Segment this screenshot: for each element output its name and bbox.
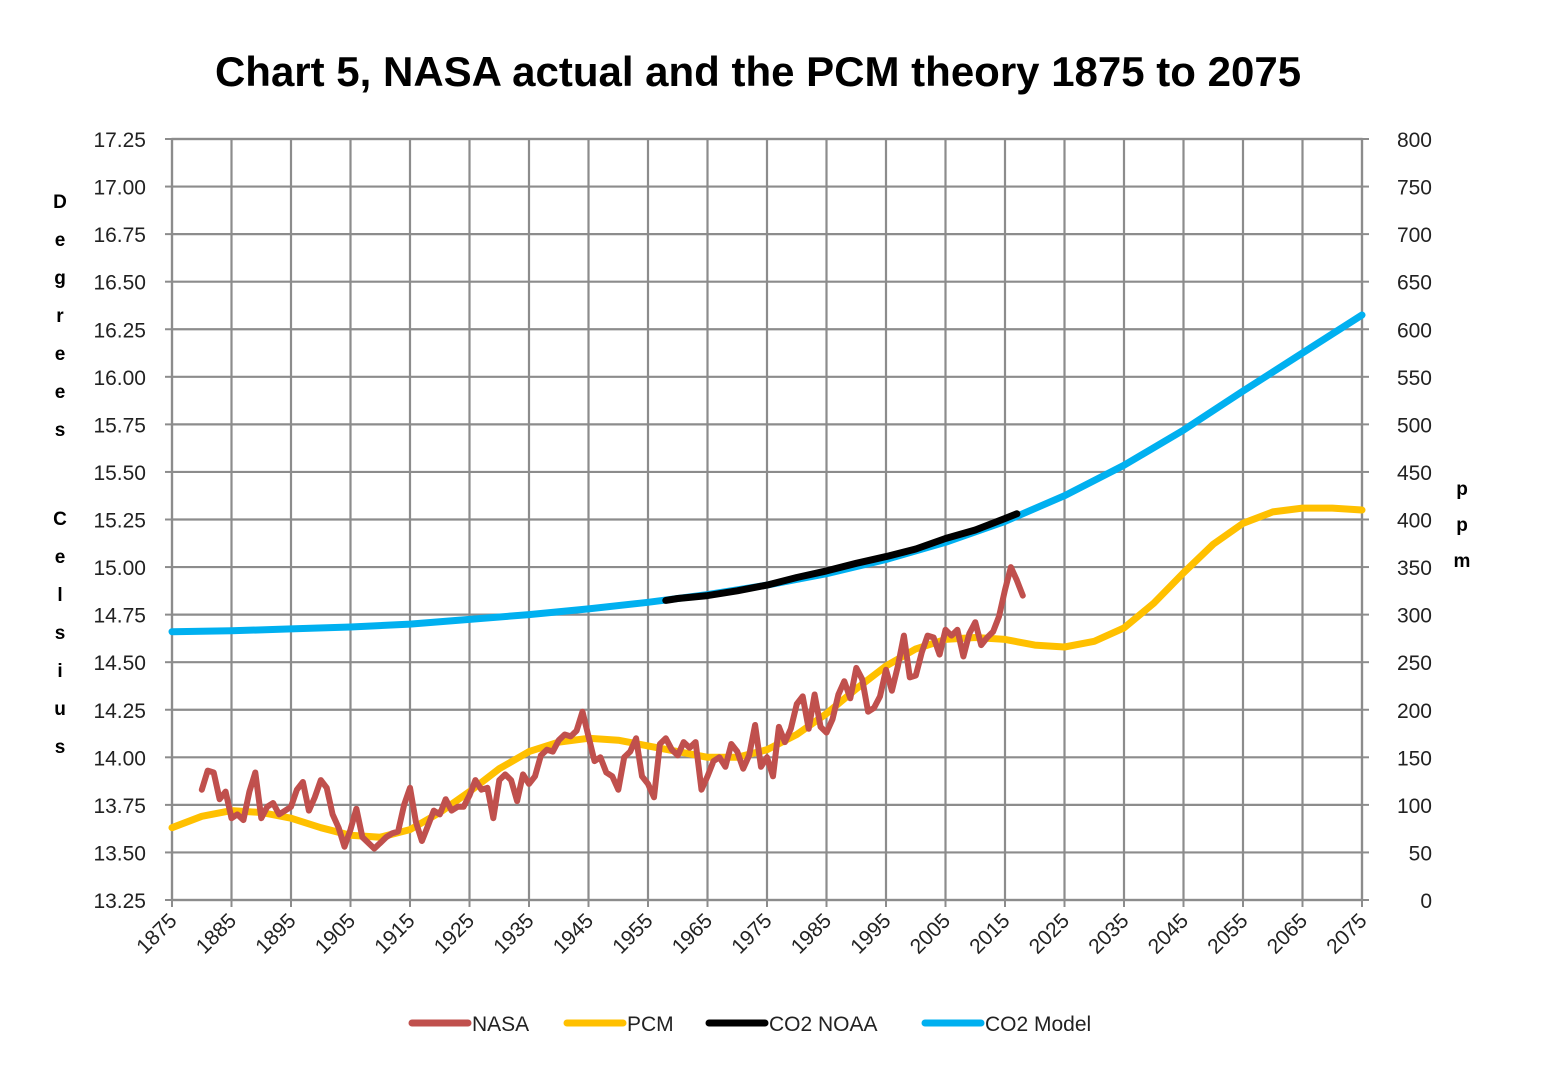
legend-label: PCM — [627, 1013, 674, 1036]
x-tick-label: 1955 — [608, 909, 657, 958]
x-tick-label: 1985 — [787, 909, 836, 958]
series-line-co2-noaa — [662, 510, 1021, 604]
left-tick-label: 15.25 — [93, 510, 146, 533]
left-tick-label: 16.50 — [93, 272, 146, 295]
left-axis-letter: s — [55, 420, 66, 441]
right-tick-label: 450 — [1397, 462, 1432, 485]
left-tick-label: 13.25 — [93, 890, 146, 913]
plot-border — [170, 137, 1364, 902]
x-tick-label: 2015 — [965, 909, 1014, 958]
right-tick-label: 650 — [1397, 272, 1432, 295]
series-layer — [168, 311, 1366, 852]
x-tick-label: 2075 — [1322, 909, 1371, 958]
x-tick-label: 1905 — [311, 909, 360, 958]
right-tick-label: 700 — [1397, 224, 1432, 247]
left-tick-label: 14.50 — [93, 652, 146, 675]
x-tick-label: 1935 — [489, 909, 538, 958]
right-tick-label: 50 — [1409, 842, 1432, 865]
grid — [165, 137, 1369, 907]
legend-label: CO2 NOAA — [769, 1013, 878, 1036]
left-axis-letter: C — [53, 509, 67, 530]
x-tick-label: 1975 — [727, 909, 776, 958]
x-tick-label: 2025 — [1025, 909, 1074, 958]
left-tick-label: 14.25 — [93, 700, 146, 723]
right-tick-label: 0 — [1420, 890, 1432, 913]
right-tick-label: 600 — [1397, 319, 1432, 342]
x-tick-label: 2055 — [1203, 909, 1252, 958]
x-tick-label: 2045 — [1144, 909, 1193, 958]
x-axis-ticks: 1875 1885 1895 1905 1915 1925 1935 1945 1955 1965… — [132, 909, 1371, 958]
right-tick-label: 350 — [1397, 557, 1432, 580]
right-tick-label: 150 — [1397, 747, 1432, 770]
series-line-nasa — [198, 564, 1026, 852]
left-tick-label: 17.00 — [93, 177, 146, 200]
x-tick-label: 1915 — [370, 909, 419, 958]
x-tick-label: 1945 — [549, 909, 598, 958]
left-axis-letter: u — [54, 699, 66, 720]
x-tick-label: 1995 — [846, 909, 895, 958]
left-axis-letter: e — [55, 344, 66, 365]
left-tick-label: 16.00 — [93, 367, 146, 390]
x-tick-label: 1875 — [132, 909, 181, 958]
chart-title: Chart 5, NASA actual and the PCM theory … — [214, 48, 1302, 95]
left-axis-letter: r — [56, 306, 64, 327]
left-tick-label: 17.25 — [93, 129, 146, 152]
right-axis-ticks: 0 50 100 150 200 250 300 350 400 450 500 550 600 650 7… — [1397, 129, 1432, 913]
x-tick-label: 2035 — [1084, 909, 1133, 958]
left-axis-letter: s — [55, 623, 66, 644]
left-axis-letter: e — [55, 547, 66, 568]
series-line-pcm — [168, 504, 1366, 841]
left-tick-label: 14.00 — [93, 747, 146, 770]
x-tick-label: 1885 — [192, 909, 241, 958]
left-tick-label: 13.75 — [93, 795, 146, 818]
x-tick-label: 2005 — [906, 909, 955, 958]
right-tick-label: 100 — [1397, 795, 1432, 818]
left-tick-label: 13.50 — [93, 842, 146, 865]
left-tick-label: 14.75 — [93, 605, 146, 628]
legend: NASA PCM CO2 NOAA CO2 Model — [408, 1013, 1091, 1036]
left-axis-letter: g — [54, 268, 66, 289]
legend-label: CO2 Model — [985, 1013, 1091, 1036]
right-tick-label: 500 — [1397, 414, 1432, 437]
left-tick-label: 15.00 — [93, 557, 146, 580]
left-axis-letter: s — [55, 737, 66, 758]
right-tick-label: 250 — [1397, 652, 1432, 675]
x-tick-label: 2065 — [1263, 909, 1312, 958]
right-tick-label: 200 — [1397, 700, 1432, 723]
right-tick-label: 550 — [1397, 367, 1432, 390]
right-tick-label: 400 — [1397, 510, 1432, 533]
legend-label: NASA — [472, 1013, 529, 1036]
right-axis-label: ppm — [1454, 479, 1471, 572]
left-axis-letter: e — [55, 230, 66, 251]
right-tick-label: 800 — [1397, 129, 1432, 152]
x-tick-label: 1925 — [430, 909, 479, 958]
left-tick-label: 16.75 — [93, 224, 146, 247]
right-axis-letter: m — [1454, 551, 1471, 572]
right-axis-letter: p — [1456, 479, 1468, 500]
left-axis-letter: l — [57, 585, 62, 606]
left-axis-letter: D — [53, 192, 67, 213]
right-tick-label: 300 — [1397, 605, 1432, 628]
x-tick-label: 1965 — [668, 909, 717, 958]
left-tick-label: 16.25 — [93, 319, 146, 342]
x-tick-label: 1895 — [251, 909, 300, 958]
left-axis-ticks: 13.25 13.50 13.75 14.00 14.25 14.50 14.75 15.00… — [93, 129, 146, 913]
right-axis-letter: p — [1456, 515, 1468, 536]
right-tick-label: 750 — [1397, 177, 1432, 200]
left-axis-letter: e — [55, 382, 66, 403]
left-tick-label: 15.75 — [93, 414, 146, 437]
left-tick-label: 15.50 — [93, 462, 146, 485]
left-axis-letter: i — [57, 661, 62, 682]
